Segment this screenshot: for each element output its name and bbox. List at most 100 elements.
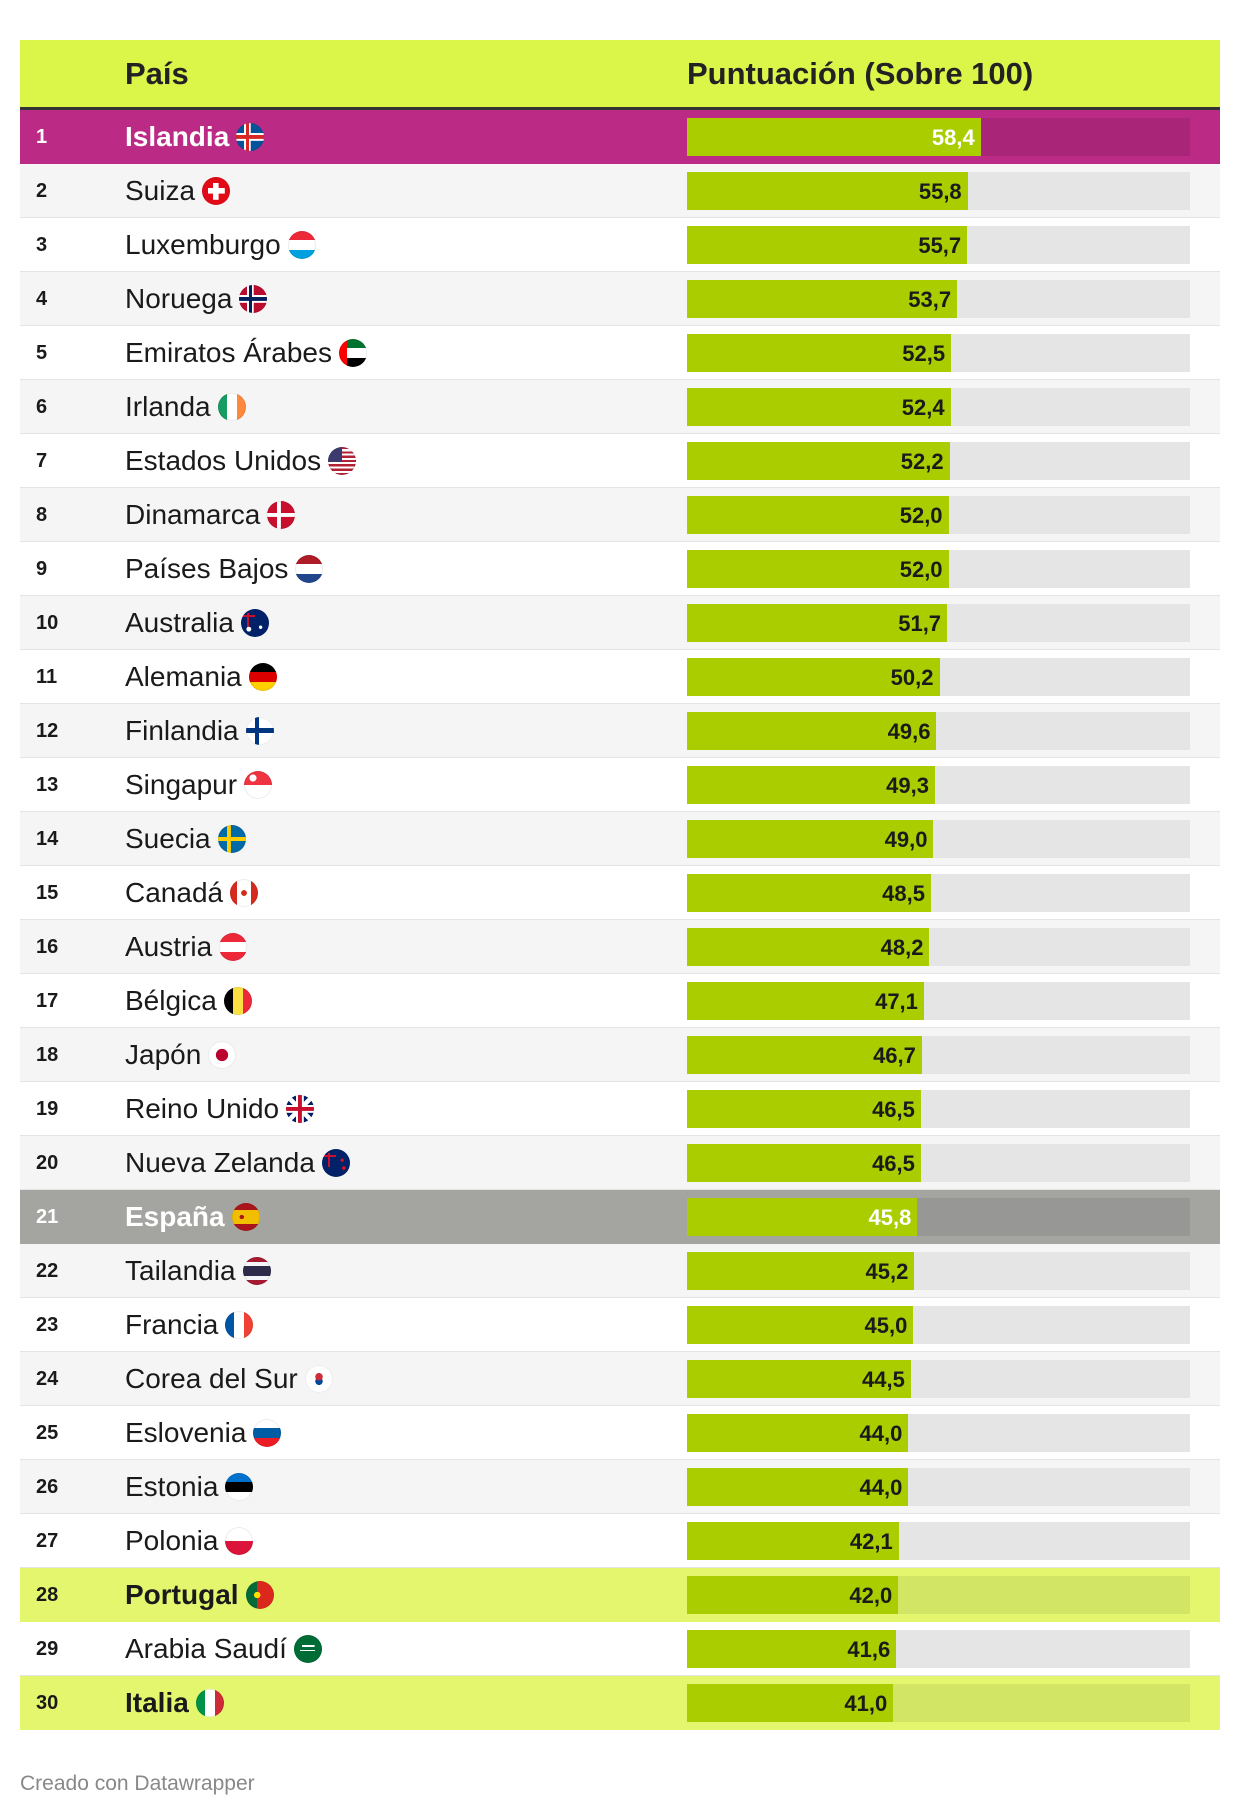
score-label: 53,7 — [908, 287, 952, 312]
table-row: 18 Japón 46,7 — [20, 1028, 1220, 1082]
country-name: Eslovenia — [125, 1417, 247, 1448]
score-bar: 46,5 — [687, 1090, 921, 1128]
poland-flag-icon — [225, 1527, 254, 1555]
bar-track: 46,7 — [687, 1036, 1190, 1074]
table-row: 26 Estonia 44,0 — [20, 1460, 1220, 1514]
bar-track: 49,3 — [687, 766, 1190, 804]
netherlands-flag-icon — [295, 555, 324, 583]
slovenia-flag-icon — [253, 1419, 282, 1447]
bar-track: 52,0 — [687, 496, 1190, 534]
table-row: 8 Dinamarca 52,0 — [20, 488, 1220, 542]
score-label: 51,7 — [898, 611, 942, 636]
country-name: Islandia — [125, 121, 230, 152]
table-row: 10 Australia 51,7 — [20, 596, 1220, 650]
rank-number: 16 — [36, 936, 59, 958]
bar-track: 52,0 — [687, 550, 1190, 588]
score-bar: 49,3 — [687, 766, 935, 804]
bar-track: 46,5 — [687, 1090, 1190, 1128]
country-cell: Austria — [125, 931, 248, 963]
bar-track: 52,2 — [687, 442, 1190, 480]
luxembourg-flag-icon — [287, 231, 316, 259]
rank-number: 26 — [36, 1476, 59, 1498]
country-name: Luxemburgo — [125, 229, 281, 260]
portugal-flag-icon — [245, 1581, 274, 1609]
score-label: 46,5 — [872, 1151, 915, 1176]
rank-number: 4 — [36, 288, 48, 310]
new-zealand-flag-icon — [321, 1149, 350, 1177]
country-name: Emiratos Árabes — [125, 337, 332, 368]
bar-track: 51,7 — [687, 604, 1190, 642]
country-name: Finlandia — [125, 715, 239, 746]
finland-flag-icon — [245, 717, 274, 745]
country-cell: Tailandia — [125, 1255, 271, 1287]
score-label: 46,5 — [872, 1097, 915, 1122]
country-cell: España — [125, 1201, 260, 1233]
ranking-table: País Puntuación (Sobre 100) 1 Islandia 58,… — [20, 40, 1220, 1730]
table-row: 25 Eslovenia 44,0 — [20, 1406, 1220, 1460]
country-name: Canadá — [125, 877, 224, 908]
country-name: Portugal — [125, 1579, 239, 1610]
score-label: 52,5 — [902, 341, 946, 366]
bar-track: 50,2 — [687, 658, 1190, 696]
country-name: Singapur — [125, 769, 238, 800]
country-cell: Alemania — [125, 661, 277, 693]
score-label: 41,6 — [847, 1637, 891, 1662]
saudi-arabia-flag-icon — [293, 1635, 322, 1663]
score-bar: 42,1 — [687, 1522, 899, 1560]
country-cell: Arabia Saudí — [125, 1633, 322, 1665]
south-korea-flag-icon — [304, 1365, 333, 1393]
rank-number: 11 — [36, 666, 58, 688]
credit-text: Creado con Datawrapper — [20, 1772, 255, 1795]
rank-number: 23 — [36, 1314, 59, 1336]
score-label: 55,7 — [918, 233, 962, 258]
table-row: 2 Suiza 55,8 — [20, 164, 1220, 218]
table-row: 1 Islandia 58,4 — [20, 110, 1220, 164]
country-cell: Luxemburgo — [125, 229, 316, 261]
score-label: 42,1 — [849, 1529, 893, 1554]
bar-track: 47,1 — [687, 982, 1190, 1020]
denmark-flag-icon — [267, 501, 296, 529]
country-cell: Bélgica — [125, 985, 252, 1017]
rank-number: 14 — [36, 828, 59, 850]
score-bar: 45,2 — [687, 1252, 915, 1290]
country-cell: Estados Unidos — [125, 445, 357, 477]
bar-track: 52,4 — [687, 388, 1190, 426]
country-cell: Singapur — [125, 769, 273, 801]
bar-track: 52,5 — [687, 334, 1190, 372]
score-label: 44,0 — [859, 1475, 903, 1500]
country-cell: Reino Unido — [125, 1093, 315, 1125]
score-bar: 46,7 — [687, 1036, 922, 1074]
bar-track: 45,8 — [687, 1198, 1190, 1236]
table-row: 14 Suecia 49,0 — [20, 812, 1220, 866]
rank-number: 7 — [36, 450, 48, 472]
rank-number: 27 — [36, 1530, 59, 1552]
score-bar: 53,7 — [687, 280, 958, 318]
rank-number: 29 — [36, 1638, 59, 1660]
country-cell: Dinamarca — [125, 499, 296, 531]
country-cell: Países Bajos — [125, 553, 324, 585]
usa-flag-icon — [328, 447, 357, 475]
rank-number: 10 — [36, 612, 59, 634]
score-label: 44,0 — [859, 1421, 903, 1446]
score-label: 58,4 — [931, 125, 975, 150]
score-label: 42,0 — [849, 1583, 893, 1608]
country-name: Corea del Sur — [125, 1363, 298, 1394]
rank-number: 2 — [36, 180, 48, 202]
score-bar: 52,4 — [687, 388, 951, 426]
country-name: Noruega — [125, 283, 233, 314]
table-row: 24 Corea del Sur 44,5 — [20, 1352, 1220, 1406]
country-cell: Suecia — [125, 823, 246, 855]
score-label: 49,3 — [886, 773, 929, 798]
iceland-flag-icon — [236, 123, 265, 151]
bar-track: 48,5 — [687, 874, 1190, 912]
rank-number: 22 — [36, 1260, 59, 1282]
bar-track: 53,7 — [687, 280, 1190, 318]
score-bar: 52,0 — [687, 550, 949, 588]
rank-number: 8 — [36, 504, 48, 526]
country-name: España — [125, 1201, 225, 1232]
country-name: Irlanda — [125, 391, 211, 422]
score-bar: 41,0 — [687, 1684, 894, 1722]
country-cell: Emiratos Árabes — [125, 337, 367, 369]
rank-number: 25 — [36, 1422, 59, 1444]
score-bar: 49,6 — [687, 712, 937, 750]
